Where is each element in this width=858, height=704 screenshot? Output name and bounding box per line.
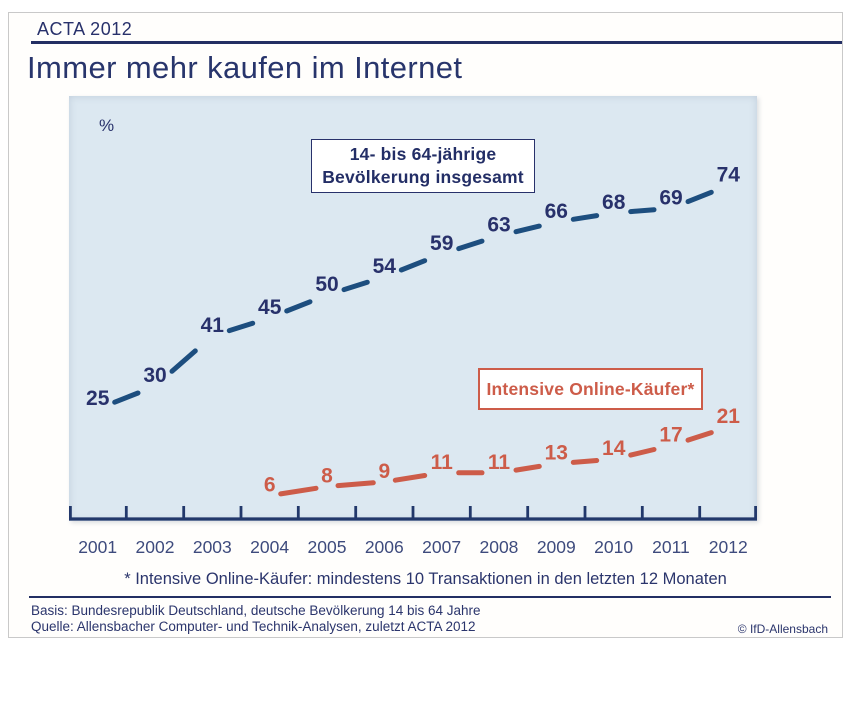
- svg-text:69: 69: [659, 186, 682, 209]
- x-axis-year: 2004: [250, 537, 290, 557]
- slide-card: ACTA 2012 Immer mehr kaufen im Internet …: [8, 12, 843, 638]
- source-block: Basis: Bundesrepublik Deutschland, deuts…: [31, 603, 481, 634]
- x-axis-year: 2006: [364, 537, 404, 557]
- footer-rule: [29, 596, 831, 598]
- svg-text:17: 17: [659, 424, 682, 447]
- svg-text:11: 11: [488, 451, 511, 474]
- svg-text:14: 14: [602, 437, 626, 460]
- report-tag: ACTA 2012: [37, 19, 133, 39]
- x-axis-year: 2002: [135, 537, 175, 557]
- x-axis-year-labels: 2001 2002 2003 2004 2005 2006 2007 2008 2009 2010…: [69, 537, 757, 558]
- svg-text:68: 68: [602, 191, 626, 214]
- chart-footnote: * Intensive Online-Käufer: mindestens 10…: [124, 570, 727, 588]
- svg-text:25: 25: [86, 387, 110, 410]
- svg-text:6: 6: [264, 474, 276, 497]
- svg-text:66: 66: [545, 200, 568, 223]
- svg-text:54: 54: [373, 255, 397, 278]
- quelle-line: Quelle: Allensbacher Computer- und Techn…: [31, 618, 476, 634]
- svg-text:13: 13: [545, 442, 568, 465]
- legend-population-total: 14- bis 64-jährige Bevölkerung insgesamt: [311, 139, 535, 193]
- x-axis-year: 2003: [192, 537, 232, 557]
- svg-text:63: 63: [487, 214, 510, 237]
- legend-intensive-line1: Intensive Online-Käufer*: [486, 378, 695, 399]
- svg-text:8: 8: [321, 465, 333, 488]
- x-axis-year: 2001: [78, 537, 118, 557]
- x-axis-year: 2011: [652, 537, 690, 557]
- series-1: 6 8 9 11 11 13 14 17 21: [264, 405, 740, 496]
- page-title: Immer mehr kaufen im Internet: [27, 50, 463, 85]
- x-axis-year: 2009: [536, 537, 576, 557]
- x-axis-year: 2008: [479, 537, 519, 557]
- series-0: 25 30 41 45 50 54 59 63 66 68 69 74: [86, 164, 740, 410]
- svg-text:30: 30: [143, 364, 166, 387]
- x-axis-year: 2005: [307, 537, 347, 557]
- svg-text:50: 50: [315, 273, 338, 296]
- x-axis-year: 2007: [422, 537, 462, 557]
- header-rule: [31, 41, 842, 44]
- legend-intensive-buyers: Intensive Online-Käufer*: [478, 368, 703, 410]
- svg-text:41: 41: [201, 314, 225, 337]
- svg-text:9: 9: [378, 460, 390, 483]
- legend-population-line1: 14- bis 64-jährige: [349, 144, 497, 164]
- y-axis-unit-label: %: [99, 116, 115, 135]
- svg-text:74: 74: [717, 164, 741, 187]
- x-axis-year: 2012: [708, 537, 748, 557]
- svg-text:45: 45: [258, 296, 282, 319]
- legend-population-line2: Bevölkerung insgesamt: [322, 167, 524, 187]
- chart-plot-area: 25 30 41 45 50 54 59 63 66 68 69 74 6 8 9 11 11 13 14 17 21 …: [69, 96, 757, 521]
- basis-line: Basis: Bundesrepublik Deutschland, deuts…: [31, 603, 481, 618]
- copyright-label: © IfD-Allensbach: [737, 622, 828, 636]
- svg-text:11: 11: [431, 451, 454, 474]
- x-axis-year: 2010: [594, 537, 634, 557]
- svg-text:21: 21: [717, 405, 741, 428]
- svg-text:59: 59: [430, 232, 453, 255]
